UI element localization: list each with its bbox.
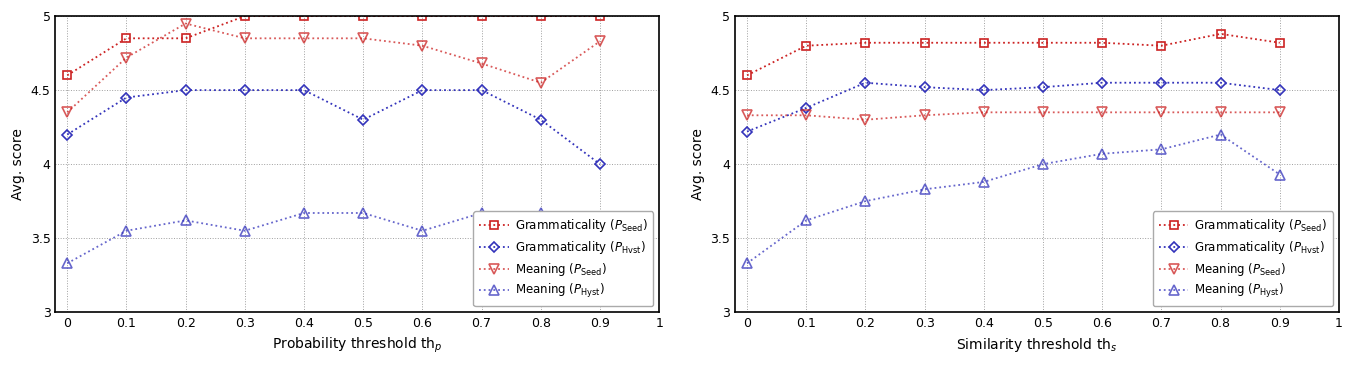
Y-axis label: Avg. score: Avg. score <box>691 128 705 200</box>
X-axis label: Similarity threshold th$_s$: Similarity threshold th$_s$ <box>956 336 1117 354</box>
X-axis label: Probability threshold th$_p$: Probability threshold th$_p$ <box>272 336 443 355</box>
Legend: Grammaticality ($P_\mathregular{Seed}$), Grammaticality ($P_\mathregular{Hvst}$): Grammaticality ($P_\mathregular{Seed}$),… <box>1154 211 1334 306</box>
Legend: Grammaticality ($P_\mathregular{Seed}$), Grammaticality ($P_\mathregular{Hvst}$): Grammaticality ($P_\mathregular{Seed}$),… <box>474 211 653 306</box>
Y-axis label: Avg. score: Avg. score <box>11 128 26 200</box>
